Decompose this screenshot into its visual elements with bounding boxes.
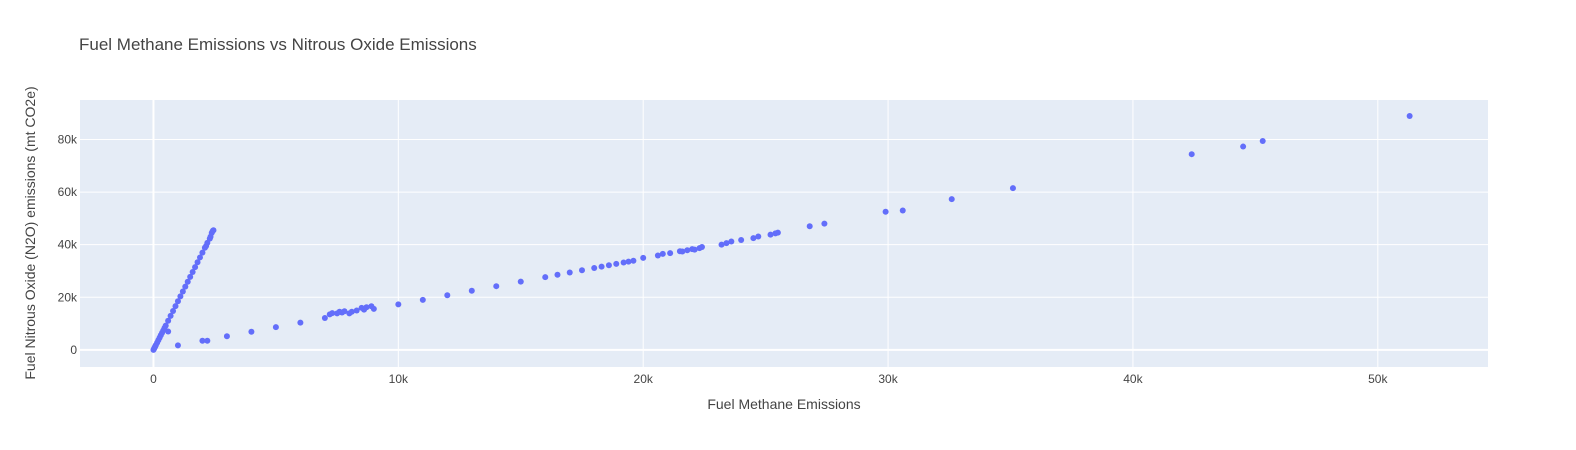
- data-point[interactable]: [223, 333, 230, 340]
- data-point[interactable]: [167, 312, 174, 319]
- data-point[interactable]: [948, 196, 955, 203]
- data-point[interactable]: [363, 304, 370, 311]
- data-point[interactable]: [395, 301, 402, 308]
- data-point[interactable]: [179, 288, 186, 295]
- gridlines: [80, 100, 1488, 367]
- data-point[interactable]: [899, 207, 906, 214]
- data-point[interactable]: [598, 263, 605, 270]
- data-point[interactable]: [620, 259, 627, 266]
- data-point[interactable]: [605, 262, 612, 269]
- data-point[interactable]: [341, 308, 348, 315]
- data-point[interactable]: [348, 308, 355, 315]
- x-tick-label: 30k: [878, 372, 898, 386]
- x-tick-label: 0: [150, 372, 157, 386]
- y-axis-title: Fuel Nitrous Oxide (N2O) emissions (mt C…: [22, 86, 38, 379]
- data-point[interactable]: [370, 305, 377, 312]
- data-point[interactable]: [329, 310, 336, 317]
- data-point[interactable]: [630, 257, 637, 264]
- data-point[interactable]: [1259, 138, 1266, 145]
- data-point[interactable]: [566, 269, 573, 276]
- data-point[interactable]: [1406, 113, 1413, 120]
- data-point[interactable]: [272, 324, 279, 331]
- y-tick-label: 40k: [58, 238, 78, 252]
- y-tick-label: 0: [70, 343, 77, 357]
- data-point[interactable]: [444, 292, 451, 299]
- data-point[interactable]: [189, 269, 196, 276]
- data-point[interactable]: [691, 246, 698, 253]
- data-point[interactable]: [554, 271, 561, 278]
- data-point[interactable]: [194, 259, 201, 266]
- plot-area[interactable]: [80, 100, 1488, 367]
- y-tick-label: 20k: [58, 290, 78, 304]
- data-point[interactable]: [806, 223, 813, 230]
- data-point[interactable]: [1240, 143, 1247, 150]
- data-point[interactable]: [821, 220, 828, 227]
- data-point[interactable]: [591, 264, 598, 271]
- data-point[interactable]: [170, 307, 177, 314]
- data-point[interactable]: [165, 317, 172, 324]
- data-point[interactable]: [172, 303, 179, 310]
- y-axis-ticks: 0 20k 40k 60k 80k: [58, 132, 78, 356]
- data-point[interactable]: [679, 248, 686, 255]
- data-point[interactable]: [174, 342, 181, 349]
- data-point[interactable]: [353, 307, 360, 314]
- data-point[interactable]: [199, 337, 206, 344]
- data-point[interactable]: [613, 260, 620, 267]
- data-point[interactable]: [578, 267, 585, 274]
- y-tick-label: 60k: [58, 185, 78, 199]
- x-tick-label: 10k: [389, 372, 409, 386]
- x-axis-ticks: 0 10k 20k 30k 40k 50k: [150, 372, 1388, 386]
- data-point[interactable]: [204, 337, 211, 344]
- x-tick-label: 20k: [634, 372, 654, 386]
- data-point[interactable]: [659, 250, 666, 257]
- data-point[interactable]: [248, 328, 255, 335]
- data-point[interactable]: [1009, 185, 1016, 192]
- data-point[interactable]: [738, 236, 745, 243]
- data-point[interactable]: [210, 227, 217, 234]
- data-point[interactable]: [174, 298, 181, 305]
- data-point[interactable]: [750, 235, 757, 242]
- data-point[interactable]: [698, 244, 705, 251]
- data-point[interactable]: [321, 315, 328, 322]
- data-point[interactable]: [517, 278, 524, 285]
- data-point[interactable]: [187, 273, 194, 280]
- data-point[interactable]: [199, 249, 206, 256]
- data-point[interactable]: [162, 322, 169, 329]
- data-point[interactable]: [192, 264, 199, 271]
- data-point[interactable]: [718, 241, 725, 248]
- data-point[interactable]: [625, 258, 632, 265]
- data-point[interactable]: [723, 240, 730, 247]
- data-point[interactable]: [184, 278, 191, 285]
- data-point[interactable]: [654, 252, 661, 259]
- data-point[interactable]: [1188, 151, 1195, 158]
- data-point[interactable]: [182, 283, 189, 290]
- data-point[interactable]: [542, 274, 549, 281]
- data-point[interactable]: [755, 233, 762, 240]
- x-tick-label: 50k: [1368, 372, 1388, 386]
- data-point[interactable]: [297, 319, 304, 326]
- data-point[interactable]: [774, 229, 781, 236]
- x-axis-title: Fuel Methane Emissions: [707, 396, 860, 412]
- chart-title: Fuel Methane Emissions vs Nitrous Oxide …: [79, 35, 477, 54]
- data-markers: [150, 113, 1413, 353]
- data-point[interactable]: [419, 296, 426, 303]
- data-point[interactable]: [493, 283, 500, 290]
- data-point[interactable]: [177, 293, 184, 300]
- data-point[interactable]: [728, 238, 735, 245]
- data-point[interactable]: [684, 247, 691, 254]
- x-tick-label: 40k: [1123, 372, 1143, 386]
- data-point[interactable]: [468, 287, 475, 294]
- data-point[interactable]: [767, 231, 774, 238]
- data-point[interactable]: [165, 328, 172, 335]
- data-point[interactable]: [667, 250, 674, 257]
- data-point[interactable]: [196, 254, 203, 261]
- data-point[interactable]: [640, 254, 647, 261]
- y-tick-label: 80k: [58, 132, 78, 146]
- data-point[interactable]: [882, 208, 889, 215]
